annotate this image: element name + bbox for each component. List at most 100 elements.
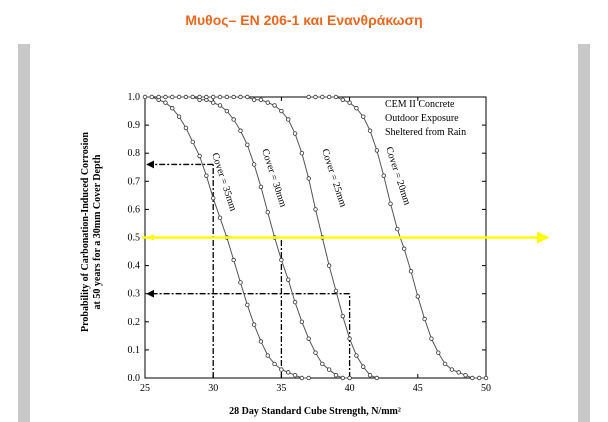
series-point [326, 367, 332, 372]
series-point [313, 94, 318, 100]
series-point [306, 336, 311, 341]
series-point [245, 302, 250, 308]
series-point [347, 375, 352, 381]
series-point [374, 375, 380, 381]
series-point [354, 353, 359, 358]
series-point [320, 361, 325, 367]
series-point [401, 246, 407, 251]
series-point [245, 142, 250, 147]
series-point [333, 288, 339, 294]
series-point [258, 339, 264, 344]
highlight-group [142, 231, 550, 244]
series-point [238, 280, 243, 285]
series-point [320, 94, 325, 100]
annotation-line-1: CEM II Concrete [385, 99, 455, 110]
y-tick-label: 0.5 [128, 233, 141, 244]
series-point [442, 361, 448, 367]
series-point [190, 139, 195, 145]
series-point [313, 207, 318, 212]
series-point [347, 100, 352, 105]
series-point [210, 195, 216, 201]
series-point [251, 322, 257, 327]
y-axis-title-group: Probability of Carbonation-Induced Corro… [80, 132, 103, 332]
series-point [381, 173, 386, 178]
series-point [217, 103, 223, 108]
series-point [251, 162, 257, 167]
series-point [251, 97, 257, 103]
series-point [299, 319, 305, 324]
series-point [374, 148, 380, 153]
series-point [299, 375, 305, 381]
series-point [340, 97, 345, 103]
series-point [176, 94, 182, 100]
series-point [340, 313, 345, 319]
series-point [204, 94, 209, 100]
series-point [163, 94, 168, 100]
series-point [286, 117, 291, 122]
series-point [483, 375, 489, 381]
series-point [197, 153, 202, 159]
series-point [231, 117, 236, 122]
series-point [415, 294, 420, 299]
series-point [149, 94, 155, 100]
y-tick-label: 0.0 [128, 373, 141, 384]
series-point [408, 269, 414, 274]
series-point [279, 257, 284, 263]
series-point [231, 94, 236, 100]
series-point [183, 125, 189, 131]
series-point [422, 316, 427, 322]
series-point [470, 375, 475, 381]
series-point [292, 299, 298, 305]
y-tick-label: 0.6 [128, 204, 141, 215]
series-point [306, 94, 311, 100]
y-axis-title-line2: at 50 years for a 30mm Cover Depth [92, 154, 103, 309]
series-point [217, 215, 223, 221]
series-point [449, 367, 455, 372]
x-tick-label: 40 [345, 383, 355, 394]
x-tick-label: 45 [413, 383, 423, 394]
series-point [279, 108, 284, 114]
y-tick-label: 0.9 [128, 120, 141, 131]
series-point [210, 100, 216, 105]
slide-title: Μυθος– EN 206-1 και Ενανθράκωση [185, 12, 423, 28]
series-point [258, 184, 264, 190]
series-point [367, 372, 373, 378]
series-point [456, 370, 461, 375]
series-point [395, 226, 400, 232]
series-point [272, 103, 277, 108]
highlight-line-start-arrow [146, 234, 154, 241]
series-point [265, 353, 270, 358]
y-tick-label: 0.4 [128, 261, 141, 272]
series-point [326, 94, 332, 100]
series-point [224, 108, 230, 114]
series-point [436, 350, 441, 355]
x-axis-title: 28 Day Standard Cube Strength, N/mm² [229, 406, 401, 417]
series-point [170, 94, 175, 100]
series-point [217, 94, 223, 100]
series-point [292, 131, 298, 136]
x-tick-label: 50 [481, 383, 491, 394]
series-point [333, 94, 339, 100]
series-point [176, 114, 182, 119]
series-point [258, 97, 264, 103]
annotation-line-2: Outdoor Exposure [385, 113, 459, 124]
series-point [210, 94, 216, 100]
series-point [224, 94, 230, 100]
series-point [286, 277, 291, 282]
series-point [245, 94, 250, 100]
series-point [238, 94, 243, 100]
series-point [190, 94, 195, 100]
series-point [183, 94, 189, 100]
series-point [238, 128, 243, 133]
series-point [476, 375, 482, 381]
series-point [429, 336, 434, 341]
series-point [197, 94, 202, 100]
series-point [354, 106, 359, 111]
series-point [272, 361, 277, 367]
series-point [313, 350, 318, 355]
series-point [361, 114, 366, 119]
y-tick-label: 0.8 [128, 148, 141, 159]
series-point [170, 106, 175, 111]
